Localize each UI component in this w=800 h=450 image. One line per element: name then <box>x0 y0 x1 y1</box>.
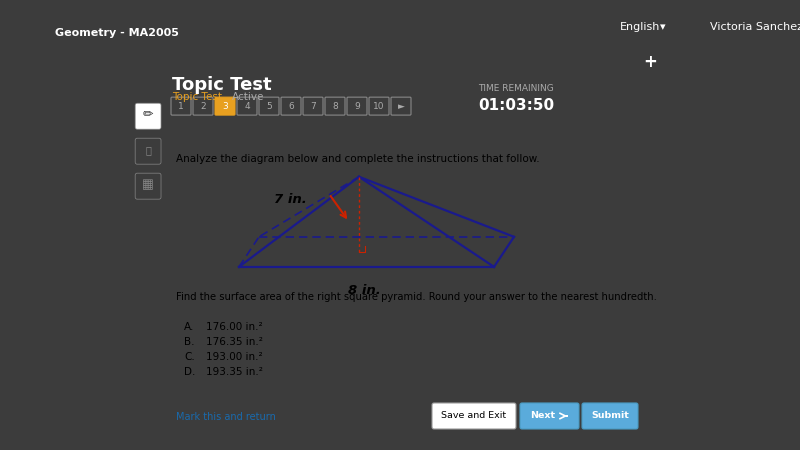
Text: 5: 5 <box>266 102 272 111</box>
Text: 176.35 in.²: 176.35 in.² <box>206 337 263 347</box>
Text: +: + <box>643 53 657 71</box>
FancyBboxPatch shape <box>432 403 516 429</box>
FancyBboxPatch shape <box>520 403 579 429</box>
Text: 176.00 in.²: 176.00 in.² <box>206 322 262 332</box>
Text: Next: Next <box>530 411 555 420</box>
Text: 10: 10 <box>374 102 385 111</box>
Text: ▾: ▾ <box>660 22 666 32</box>
Text: 8 in.: 8 in. <box>348 284 380 297</box>
FancyBboxPatch shape <box>135 103 161 129</box>
Text: 6: 6 <box>288 102 294 111</box>
Text: Mark this and return: Mark this and return <box>176 412 276 422</box>
Text: 193.35 in.²: 193.35 in.² <box>206 367 263 377</box>
Text: Topic Test: Topic Test <box>172 76 272 94</box>
Text: 3: 3 <box>222 102 228 111</box>
Text: ►: ► <box>398 102 405 111</box>
Text: 2: 2 <box>200 102 206 111</box>
Text: English: English <box>620 22 660 32</box>
Text: D.: D. <box>184 367 195 377</box>
Text: Find the surface area of the right square pyramid. Round your answer to the near: Find the surface area of the right squar… <box>176 292 657 302</box>
Text: C.: C. <box>184 352 194 362</box>
Text: Save and Exit: Save and Exit <box>442 411 506 420</box>
Text: Victoria Sanchez: Victoria Sanchez <box>710 22 800 32</box>
Text: A.: A. <box>184 322 194 332</box>
Text: TIME REMAINING: TIME REMAINING <box>478 84 554 93</box>
Text: 193.00 in.²: 193.00 in.² <box>206 352 262 362</box>
Text: 9: 9 <box>354 102 360 111</box>
Text: 7: 7 <box>310 102 316 111</box>
Text: ▦: ▦ <box>142 179 154 192</box>
Text: Submit: Submit <box>591 411 629 420</box>
Text: Geometry - MA2005: Geometry - MA2005 <box>55 28 179 38</box>
Text: 7 in.: 7 in. <box>274 194 306 206</box>
FancyBboxPatch shape <box>215 97 235 115</box>
Text: Analyze the diagram below and complete the instructions that follow.: Analyze the diagram below and complete t… <box>176 154 540 164</box>
Text: 1: 1 <box>178 102 184 111</box>
Text: 8: 8 <box>332 102 338 111</box>
Text: 🎧: 🎧 <box>145 145 151 155</box>
FancyBboxPatch shape <box>582 403 638 429</box>
Text: ✏: ✏ <box>143 109 154 122</box>
Text: Topic Test: Topic Test <box>172 92 222 102</box>
Text: Active: Active <box>232 92 264 102</box>
Text: 01:03:50: 01:03:50 <box>478 98 554 113</box>
Text: 4: 4 <box>244 102 250 111</box>
Text: B.: B. <box>184 337 194 347</box>
